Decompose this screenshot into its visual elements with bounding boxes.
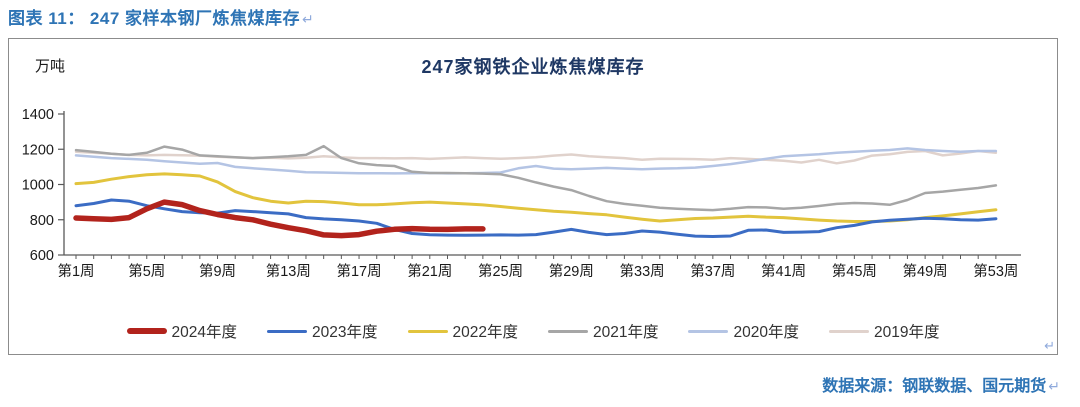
paragraph-return-icon: ↵ (1044, 338, 1055, 353)
y-tick-label: 1000 (22, 178, 54, 194)
figure-caption-text: 图表 11： 247 家样本钢厂炼焦煤库存 (8, 9, 301, 28)
x-tick-label: 第49周 (903, 262, 948, 280)
legend-swatch-2019 (828, 329, 869, 333)
legend-label: 2020年度 (733, 324, 799, 341)
source-note: 数据来源：钢联数据、国元期货 ↵ (822, 372, 1060, 396)
line-chart: 600 800 1000 1200 1400 第1周 第5周 第9周 第13周 第17周 第21周 第… (22, 107, 1021, 280)
y-axis-unit-label: 万吨 (35, 58, 66, 75)
series-line-2023 (74, 198, 998, 238)
legend-item-2019: 2019年度 (828, 320, 940, 342)
x-tick-label: 第13周 (266, 262, 311, 280)
legend-label: 2019年度 (873, 324, 940, 341)
y-tick-label: 1400 (22, 107, 54, 123)
legend-item-2023: 2023年度 (267, 320, 378, 342)
x-tick-label: 第29周 (549, 262, 594, 280)
y-tick-label: 1200 (22, 142, 54, 158)
y-tick-label: 800 (30, 213, 54, 229)
legend-swatch-2023 (267, 329, 308, 333)
x-tick-label: 第21周 (407, 262, 452, 280)
chart-legend: 2024年度 2023年度 2022年度 2021年度 2020年度 2019年度 (9, 320, 1057, 342)
legend-swatch-2021 (548, 329, 588, 333)
x-tick-label: 第25周 (478, 262, 523, 280)
paragraph-return-icon: ↵ (302, 11, 315, 27)
legend-swatch-2020 (688, 329, 729, 333)
x-tick-label: 第45周 (832, 262, 877, 280)
legend-item-2022: 2022年度 (407, 320, 518, 342)
chart-panel: 600 800 1000 1200 1400 第1周 第5周 第9周 第13周 第17周 第21周 第… (8, 38, 1058, 355)
legend-label: 2021年度 (593, 324, 659, 341)
x-tick-label: 第5周 (128, 262, 165, 280)
paragraph-return-icon: ↵ (1048, 378, 1060, 394)
legend-swatch-2022 (407, 329, 448, 333)
x-tick-label: 第53周 (973, 262, 1018, 280)
legend-item-2024: 2024年度 (126, 320, 238, 342)
series-line-2020 (74, 147, 998, 175)
x-tick-label: 第1周 (57, 262, 94, 280)
y-tick-label: 600 (30, 248, 54, 264)
series-line-2021 (74, 144, 998, 212)
legend-item-2021: 2021年度 (548, 320, 658, 342)
legend-item-2020: 2020年度 (688, 320, 799, 342)
x-tick-label: 第17周 (336, 262, 381, 280)
legend-label: 2022年度 (452, 324, 518, 341)
x-tick-label: 第33周 (620, 262, 665, 280)
chart-title: 247家钢铁企业炼焦煤库存 (421, 57, 645, 77)
figure-caption: 图表 11： 247 家样本钢厂炼焦煤库存 ↵ (8, 4, 314, 29)
source-note-text: 数据来源：钢联数据、国元期货 (822, 378, 1047, 395)
legend-label: 2023年度 (312, 324, 378, 341)
x-tick-label: 第9周 (199, 262, 236, 280)
series-line-2022 (74, 172, 998, 223)
x-tick-label: 第41周 (761, 262, 806, 280)
x-tick-label: 第37周 (690, 262, 735, 280)
series-line-2024 (73, 199, 486, 239)
legend-label: 2024年度 (171, 324, 238, 341)
legend-swatch-2024 (126, 328, 167, 334)
